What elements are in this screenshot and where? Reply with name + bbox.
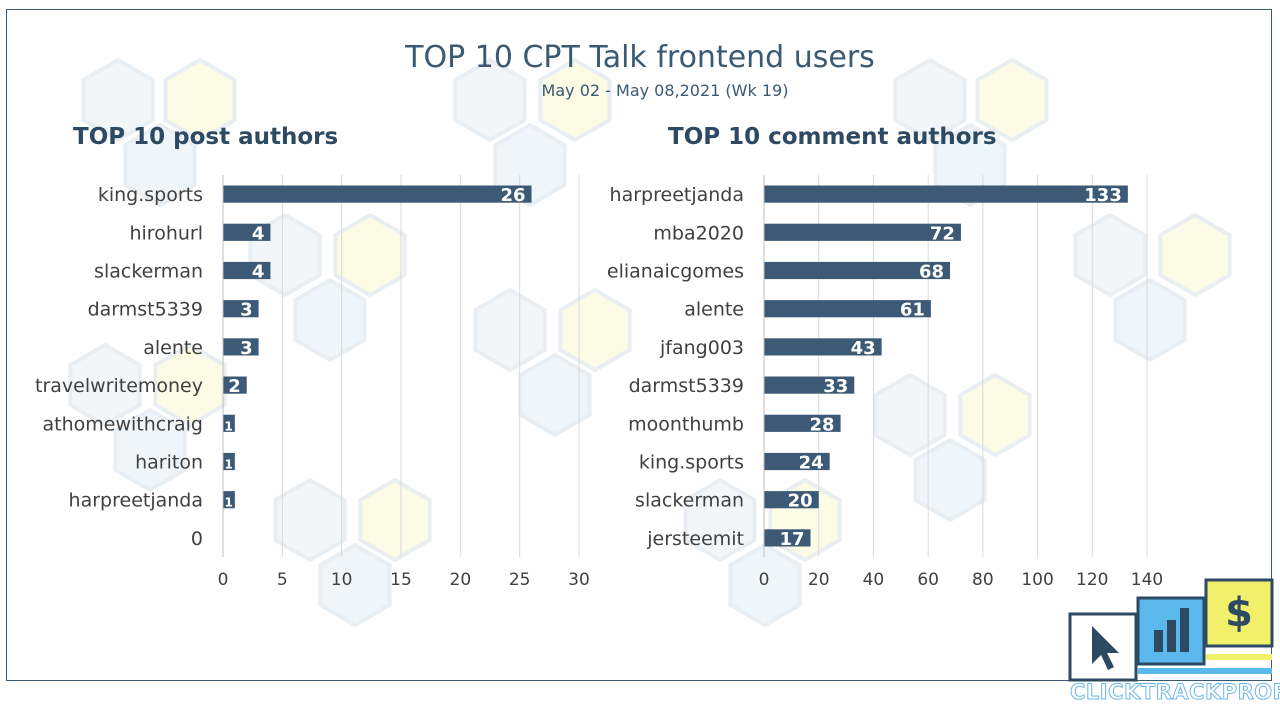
bar [764, 261, 951, 280]
category-label: hirohurl [129, 222, 203, 244]
data-label: 3 [240, 300, 253, 321]
category-label: hariton [135, 452, 203, 474]
data-label: 1 [225, 419, 233, 433]
data-label: 68 [919, 262, 944, 283]
x-tick-label: 5 [277, 570, 288, 590]
x-tick-label: 0 [218, 570, 229, 590]
comment-authors-title: TOP 10 comment authors [668, 124, 997, 150]
category-label: travelwritemoney [35, 375, 203, 397]
data-label: 72 [930, 223, 955, 244]
data-label: 43 [851, 338, 876, 359]
bar [764, 529, 811, 547]
data-label: 17 [779, 529, 804, 550]
category-label: jersteemit [646, 528, 744, 550]
bar [764, 300, 931, 318]
data-label: 4 [252, 223, 265, 244]
bar [764, 338, 882, 356]
bar [764, 452, 830, 471]
category-label: slackerman [635, 490, 744, 512]
bar [223, 223, 271, 241]
data-label: 2 [228, 376, 241, 397]
bar [764, 491, 819, 509]
x-tick-label: 20 [808, 570, 830, 590]
svg-text:$: $ [1225, 590, 1253, 636]
data-label: 1 [225, 496, 233, 510]
post-authors-title: TOP 10 post authors [73, 124, 339, 150]
x-tick-label: 120 [1076, 570, 1108, 590]
category-label: slackerman [94, 261, 203, 283]
category-label: darmst5339 [629, 375, 744, 397]
data-label: 61 [900, 300, 925, 321]
data-label: 20 [788, 491, 813, 512]
bar [764, 185, 1128, 203]
category-label: harpreetjanda [610, 184, 744, 206]
category-label: 0 [191, 528, 203, 550]
x-tick-label: 25 [509, 570, 531, 590]
category-label: mba2020 [653, 222, 744, 244]
bar [223, 261, 271, 280]
data-label: 26 [500, 185, 525, 206]
dollar-icon [1204, 578, 1274, 648]
x-tick-label: 40 [863, 570, 885, 590]
category-label: darmst5339 [88, 299, 203, 321]
category-label: alente [143, 337, 203, 359]
data-label: 1 [225, 458, 233, 472]
main-subtitle: May 02 - May 08,2021 (Wk 19) [541, 81, 789, 100]
category-label: athomewithcraig [42, 413, 203, 435]
x-tick-label: 80 [972, 570, 994, 590]
category-label: jfang003 [659, 337, 744, 359]
category-label: moonthumb [628, 413, 744, 435]
bar [764, 414, 841, 432]
x-tick-label: 100 [1021, 570, 1053, 590]
bar [764, 376, 855, 394]
data-label: 4 [252, 262, 265, 283]
x-tick-label: 140 [1131, 570, 1163, 590]
data-label: 28 [810, 414, 835, 435]
category-label: king.sports [98, 184, 203, 206]
x-tick-label: 0 [759, 570, 770, 590]
data-label: 3 [240, 338, 253, 359]
bar [223, 376, 247, 394]
data-label: 33 [823, 376, 848, 397]
category-label: elianaicgomes [607, 261, 744, 283]
logo-text: CLICKTRACKPROFIT [1070, 680, 1280, 705]
bar [223, 185, 532, 203]
bar [223, 414, 235, 432]
x-tick-label: 15 [390, 570, 412, 590]
data-label: 133 [1084, 185, 1122, 206]
bar [223, 300, 259, 318]
main-title: TOP 10 CPT Talk frontend users [405, 40, 875, 75]
bar [223, 338, 259, 356]
x-tick-label: 30 [568, 570, 590, 590]
x-tick-label: 10 [331, 570, 353, 590]
x-tick-label: 20 [450, 570, 472, 590]
x-tick-label: 60 [917, 570, 939, 590]
bar [223, 491, 235, 509]
clicktrackprofit-logo: $ [1068, 578, 1274, 682]
data-label: 24 [799, 453, 824, 474]
bar [223, 452, 235, 471]
category-label: alente [684, 299, 744, 321]
category-label: harpreetjanda [69, 490, 203, 512]
bar [764, 223, 961, 241]
category-label: king.sports [639, 452, 744, 474]
